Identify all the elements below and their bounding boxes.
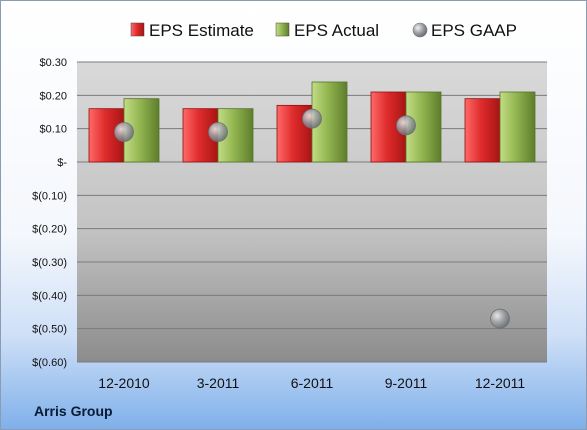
y-tick-label: $(0.40) xyxy=(32,290,67,302)
legend-label: EPS GAAP xyxy=(431,21,517,40)
legend-marker xyxy=(275,22,290,37)
x-tick-label: 12-2011 xyxy=(475,375,526,391)
point-eps-gaap xyxy=(396,115,416,136)
legend-marker xyxy=(130,22,145,37)
bars xyxy=(88,81,536,163)
company-name: Arris Group xyxy=(34,403,113,419)
x-tick-label: 6-2011 xyxy=(291,375,334,391)
point-eps-gaap xyxy=(302,108,322,129)
y-tick-label: $0.20 xyxy=(39,90,67,102)
x-tick-label: 3-2011 xyxy=(197,375,240,391)
y-tick-label: $0.10 xyxy=(39,124,67,136)
legend-label: EPS Estimate xyxy=(149,21,254,40)
y-tick-label: $(0.50) xyxy=(32,324,67,336)
y-tick-label: $(0.30) xyxy=(32,257,67,269)
x-tick-label: 12-2010 xyxy=(98,375,150,391)
point-eps-gaap xyxy=(114,122,134,142)
bar-eps-estimate xyxy=(464,98,501,163)
y-tick-label: $0.30 xyxy=(39,57,67,69)
bar-eps-actual xyxy=(499,91,536,163)
x-axis-labels: 12-2010 3-2011 6-2011 9-2011 12-2011 xyxy=(98,375,525,391)
legend: EPS Estimate EPS Actual EPS GAAP xyxy=(130,21,517,40)
point-eps-gaap xyxy=(208,122,228,142)
y-tick-label: $(0.10) xyxy=(32,190,67,202)
legend-label: EPS Actual xyxy=(294,21,379,40)
legend-marker xyxy=(412,22,428,38)
y-axis-labels: $0.30 $0.20 $0.10 $- $(0.10) $(0.20) $(0.30) $(… xyxy=(32,57,67,369)
y-tick-label: $- xyxy=(57,157,67,169)
gaap-points xyxy=(114,108,510,329)
x-tick-label: 9-2011 xyxy=(385,375,428,391)
y-tick-label: $(0.60) xyxy=(32,357,67,369)
y-tick-label: $(0.20) xyxy=(32,224,67,236)
point-eps-gaap xyxy=(490,308,510,329)
